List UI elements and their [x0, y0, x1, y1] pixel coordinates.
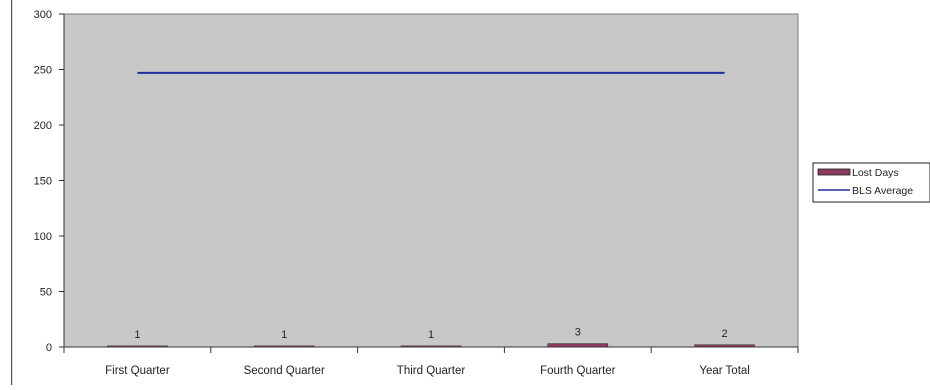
bar-data-label: 1	[281, 329, 287, 341]
y-axis: 0 50 100 150 200 250 300	[34, 9, 65, 354]
plot-area	[63, 13, 799, 348]
bar-data-label: 3	[575, 327, 581, 339]
bar-lost-days	[694, 344, 755, 348]
y-tick-label: 100	[34, 231, 52, 243]
legend: Lost Days BLS Average	[812, 162, 930, 203]
bar-data-labels: 1 1 1 3 2	[134, 327, 727, 341]
x-tick-label: Year Total	[699, 365, 750, 377]
y-tick-label: 0	[46, 342, 52, 354]
bar-lost-days	[253, 345, 315, 348]
x-tick-label: Fourth Quarter	[540, 365, 616, 377]
bar-data-label: 2	[722, 328, 728, 340]
legend-lost-days-label: Lost Days	[852, 167, 899, 179]
bar-lost-days	[400, 345, 462, 348]
bar-data-label: 1	[428, 329, 434, 341]
y-tick-label: 200	[34, 120, 52, 132]
legend-bls-average-label: BLS Average	[852, 185, 913, 197]
y-tick-label: 50	[40, 287, 52, 299]
left-frame-line	[11, 0, 13, 385]
bar-lost-days	[547, 343, 609, 348]
y-tick-label: 150	[34, 176, 52, 188]
x-tick-label: Second Quarter	[244, 365, 325, 377]
y-tick-label: 300	[34, 9, 52, 21]
bar-lost-days	[107, 345, 168, 348]
x-tick-label: First Quarter	[105, 365, 170, 377]
bar-data-label: 1	[134, 329, 140, 341]
x-tick-label: Third Quarter	[397, 365, 466, 377]
lost-days-bars	[107, 343, 755, 348]
legend-lost-days-swatch	[817, 168, 851, 176]
x-axis: First Quarter Second Quarter Third Quarter…	[63, 346, 799, 377]
y-tick-label: 250	[34, 65, 52, 77]
